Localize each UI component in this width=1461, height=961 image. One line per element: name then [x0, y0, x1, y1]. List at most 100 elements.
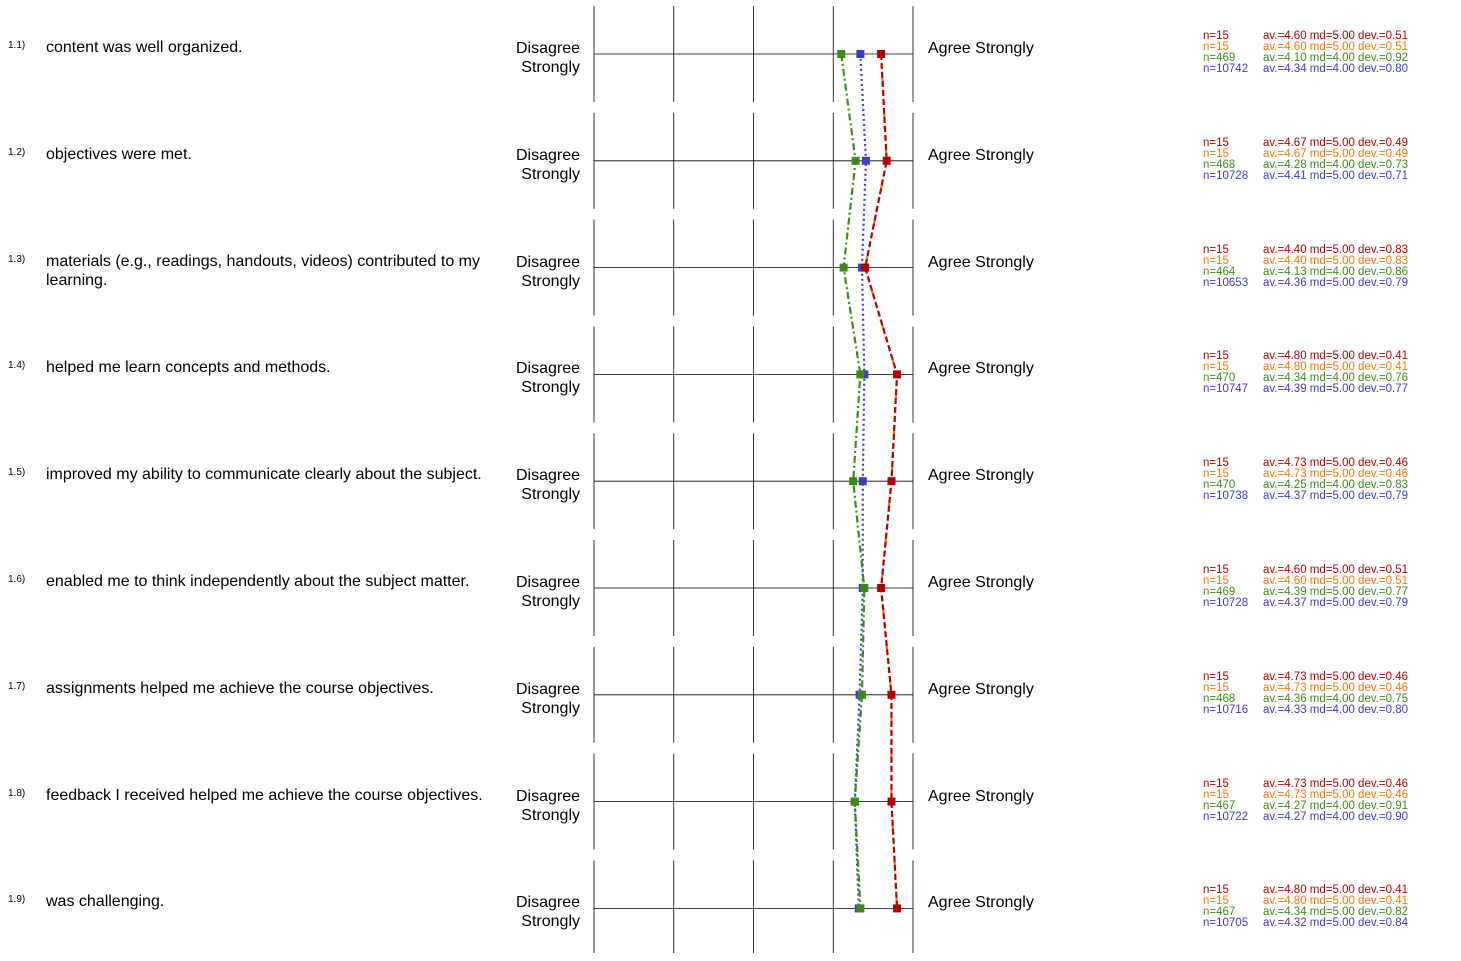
stat-n: n=10705: [1203, 917, 1249, 930]
stat-line: n=470 av.=4.34 md=4.00 dev.=0.76: [1203, 372, 1409, 385]
stat-line: n=467 av.=4.27 md=4.00 dev.=0.91: [1203, 799, 1409, 812]
stat-values: av.=4.32 md=5.00 dev.=0.84: [1263, 917, 1409, 930]
scale-right-label: Agree Strongly: [928, 680, 1034, 698]
stat-values: av.=4.41 md=5.00 dev.=0.71: [1263, 169, 1409, 182]
stat-line: n=467 av.=4.34 md=5.00 dev.=0.82: [1203, 907, 1408, 919]
stat-line: n=15 av.=4.67 md=5.00 dev.=0.49: [1203, 136, 1409, 149]
item-statistics: n=15 av.=4.80 md=5.00 dev.=0.41 n=15 av.=4.…: [1203, 885, 1409, 930]
item-number: 1.3): [8, 253, 26, 265]
item-number: 1.9): [8, 894, 26, 906]
stat-values: av.=4.13 md=4.00 dev.=0.86: [1263, 265, 1409, 278]
item-number: 1.2): [8, 146, 26, 158]
stat-values: av.=4.73 md=5.00 dev.=0.46: [1263, 457, 1409, 470]
scale-right-label: Agree Strongly: [928, 40, 1034, 57]
question-text: was challenging.: [46, 893, 165, 911]
stat-values: av.=4.33 md=4.00 dev.=0.80: [1263, 703, 1409, 716]
stat-line: n=15 av.=4.73 md=5.00 dev.=0.46: [1203, 468, 1409, 481]
data-point-marker: [857, 690, 866, 699]
stat-n: n=15: [1203, 361, 1229, 374]
question-text: helped me learn concepts and methods.: [46, 359, 331, 377]
stat-line: n=15 av.=4.40 md=5.00 dev.=0.83: [1203, 243, 1409, 256]
scale-left-label: Disagree Strongly: [515, 360, 580, 397]
survey-item-row: 1.7) assignments helped me achieve the co…: [0, 641, 1461, 748]
stat-line: n=468 av.=4.36 md=4.00 dev.=0.75: [1203, 693, 1408, 705]
stat-n: n=10728: [1203, 169, 1249, 182]
stat-n: n=468: [1203, 158, 1236, 171]
stat-values: av.=4.80 md=5.00 dev.=0.41: [1263, 361, 1409, 374]
data-point-marker: [851, 156, 860, 165]
stat-values: av.=4.28 md=4.00 dev.=0.73: [1263, 158, 1409, 171]
item-number: 1.1): [8, 40, 26, 51]
stat-line: n=15 av.=4.67 md=5.00 dev.=0.49: [1203, 147, 1409, 160]
stat-n: n=15: [1203, 575, 1229, 587]
stat-n: n=15: [1203, 564, 1229, 576]
stat-line: n=10747 av.=4.39 md=5.00 dev.=0.77: [1203, 384, 1408, 396]
stat-values: av.=4.67 md=5.00 dev.=0.49: [1263, 136, 1409, 149]
stat-n: n=15: [1203, 681, 1229, 694]
stat-values: av.=4.60 md=5.00 dev.=0.51: [1263, 564, 1409, 576]
stat-values: av.=4.27 md=4.00 dev.=0.91: [1263, 799, 1409, 812]
stat-line: n=15 av.=4.73 md=5.00 dev.=0.46: [1203, 457, 1409, 470]
stat-values: av.=4.67 md=5.00 dev.=0.49: [1263, 147, 1409, 160]
data-point-marker: [839, 263, 848, 272]
stat-n: n=15: [1203, 670, 1229, 683]
item-statistics: n=15 av.=4.73 md=5.00 dev.=0.46 n=15 av.=4.…: [1203, 777, 1409, 823]
stat-n: n=10722: [1203, 810, 1249, 823]
stat-line: n=470 av.=4.25 md=4.00 dev.=0.83: [1203, 479, 1408, 491]
survey-item-row: 1.9) was challenging. Disagree Strongly Agre…: [0, 854, 1461, 961]
item-number: 1.7): [8, 680, 26, 692]
stat-line: n=10716 av.=4.33 md=4.00 dev.=0.80: [1203, 703, 1409, 716]
data-point-marker: [893, 370, 902, 379]
item-statistics: n=15 av.=4.60 md=5.00 dev.=0.51 n=15 av.=4.…: [1203, 564, 1409, 609]
stat-n: n=470: [1203, 372, 1236, 385]
scale-right-label: Agree Strongly: [928, 360, 1034, 378]
question-text: materials (e.g., readings, handouts, vid…: [46, 252, 480, 289]
stat-line: n=10738 av.=4.37 md=5.00 dev.=0.79: [1203, 490, 1408, 502]
stat-line: n=15 av.=4.73 md=5.00 dev.=0.46: [1203, 777, 1409, 790]
stat-n: n=15: [1203, 350, 1229, 363]
stat-line: n=10705 av.=4.32 md=5.00 dev.=0.84: [1203, 917, 1409, 930]
data-point-marker: [877, 50, 886, 58]
data-point-marker: [856, 904, 865, 913]
data-point-marker: [887, 477, 896, 486]
stat-values: av.=4.39 md=5.00 dev.=0.77: [1263, 586, 1409, 598]
data-point-marker: [882, 156, 891, 165]
stat-line: n=464 av.=4.13 md=4.00 dev.=0.86: [1203, 265, 1409, 278]
stat-values: av.=4.73 md=5.00 dev.=0.46: [1263, 468, 1409, 481]
data-point-marker: [861, 263, 870, 272]
survey-item-row: 1.5) improved my ability to communicate c…: [0, 427, 1461, 534]
stat-line: n=10728 av.=4.41 md=5.00 dev.=0.71: [1203, 169, 1409, 182]
stat-values: av.=4.60 md=5.00 dev.=0.51: [1263, 575, 1409, 587]
survey-item-row: 1.4) helped me learn concepts and methods…: [0, 320, 1461, 427]
stat-n: n=469: [1203, 586, 1236, 598]
stat-line: n=15 av.=4.73 md=5.00 dev.=0.46: [1203, 670, 1408, 683]
stat-n: n=467: [1203, 799, 1236, 812]
stat-values: av.=4.60 md=5.00 dev.=0.51: [1263, 41, 1409, 53]
stat-n: n=15: [1203, 777, 1229, 790]
item-statistics: n=15 av.=4.60 md=5.00 dev.=0.51 n=15 av.=4.…: [1203, 30, 1409, 75]
scale-right-label: Agree Strongly: [928, 253, 1034, 271]
scale-left-label: Disagree Strongly: [515, 787, 580, 824]
stat-values: av.=4.34 md=4.00 dev.=0.76: [1263, 372, 1409, 385]
stat-line: n=15 av.=4.80 md=5.00 dev.=0.41: [1203, 350, 1408, 363]
scale-right-label: Agree Strongly: [928, 787, 1034, 805]
stat-line: n=10653 av.=4.36 md=5.00 dev.=0.79: [1203, 276, 1408, 289]
item-statistics: n=15 av.=4.40 md=5.00 dev.=0.83 n=15 av.=4.…: [1203, 243, 1409, 289]
stat-values: av.=4.40 md=5.00 dev.=0.83: [1263, 243, 1409, 256]
item-number: 1.6): [8, 574, 26, 585]
item-statistics: n=15 av.=4.73 md=5.00 dev.=0.46 n=15 av.=4.…: [1203, 457, 1409, 502]
item-number: 1.4): [8, 360, 26, 372]
question-text: assignments helped me achieve the course…: [46, 679, 434, 697]
stat-n: n=10653: [1203, 276, 1249, 289]
stat-values: av.=4.73 md=5.00 dev.=0.46: [1263, 777, 1409, 790]
scale-left-label: Disagree Strongly: [515, 680, 580, 717]
scale-right-label: Agree Strongly: [928, 467, 1034, 485]
stat-line: n=15 av.=4.60 md=5.00 dev.=0.51: [1203, 564, 1409, 576]
data-point-marker: [877, 584, 886, 592]
stat-n: n=15: [1203, 243, 1229, 256]
scale-left-label: Disagree Strongly: [515, 467, 580, 504]
data-point-marker: [860, 584, 869, 592]
item-statistics: n=15 av.=4.67 md=5.00 dev.=0.49 n=15 av.=4.…: [1203, 136, 1409, 182]
question-text: enabled me to think independently about …: [46, 573, 470, 590]
stat-n: n=15: [1203, 895, 1229, 908]
